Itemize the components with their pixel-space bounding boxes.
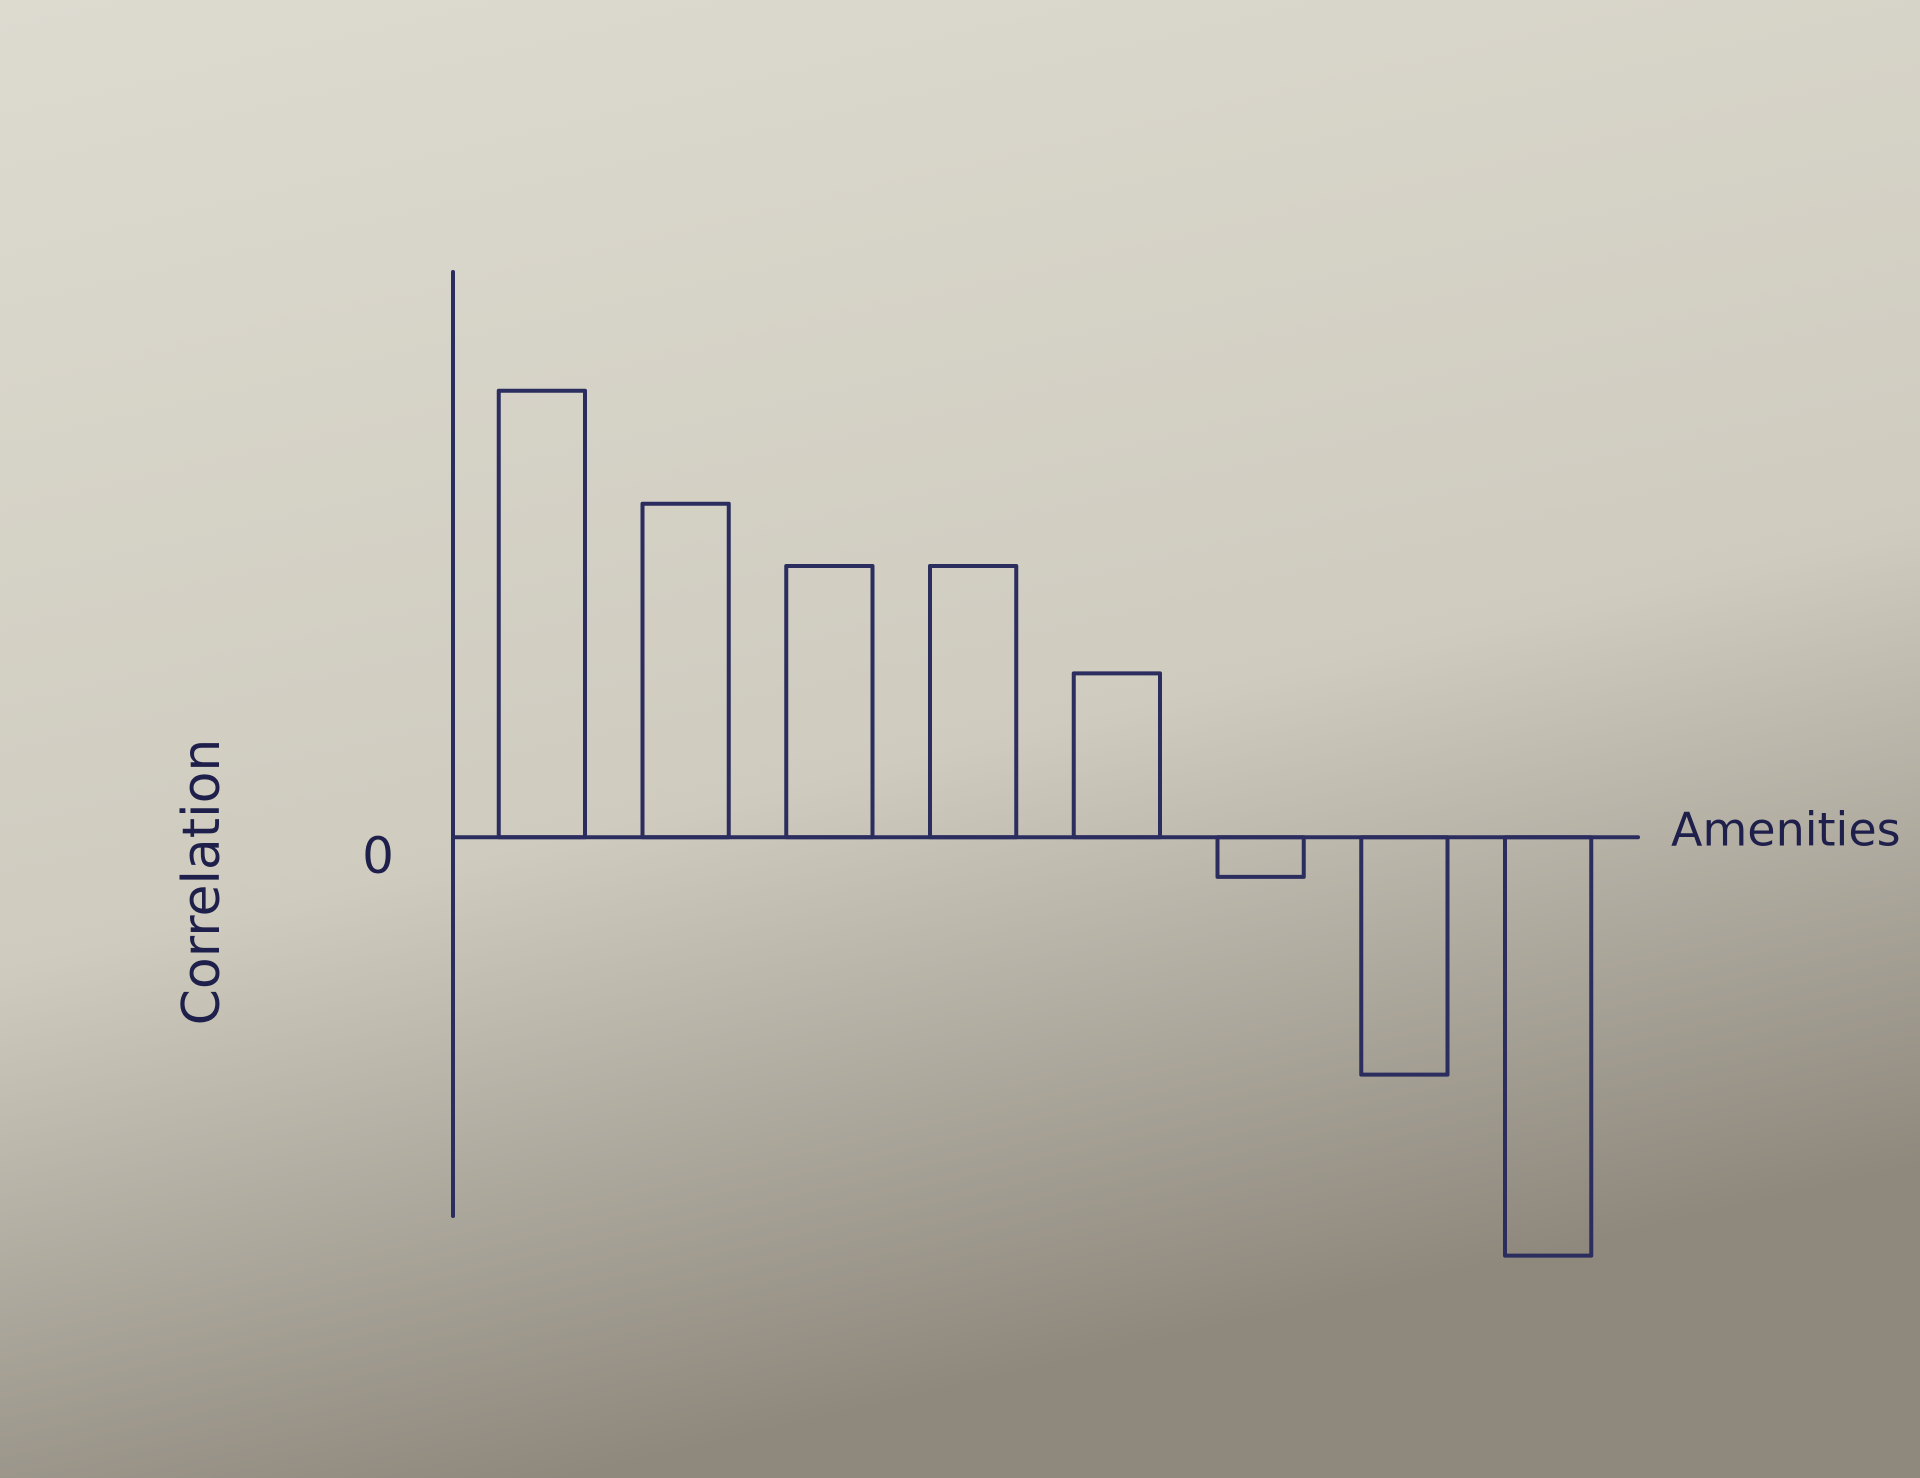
bar xyxy=(496,388,587,840)
bar xyxy=(640,501,731,840)
y-axis-label: Correlation xyxy=(172,739,232,1026)
bar xyxy=(1071,671,1162,840)
y-tick-label: 0 xyxy=(362,827,394,885)
bar xyxy=(1503,835,1594,1258)
bar xyxy=(1215,835,1306,879)
bar xyxy=(928,563,1019,840)
bar xyxy=(784,563,875,840)
x-axis-label: Amenities xyxy=(1671,803,1901,857)
bar xyxy=(1359,835,1450,1077)
